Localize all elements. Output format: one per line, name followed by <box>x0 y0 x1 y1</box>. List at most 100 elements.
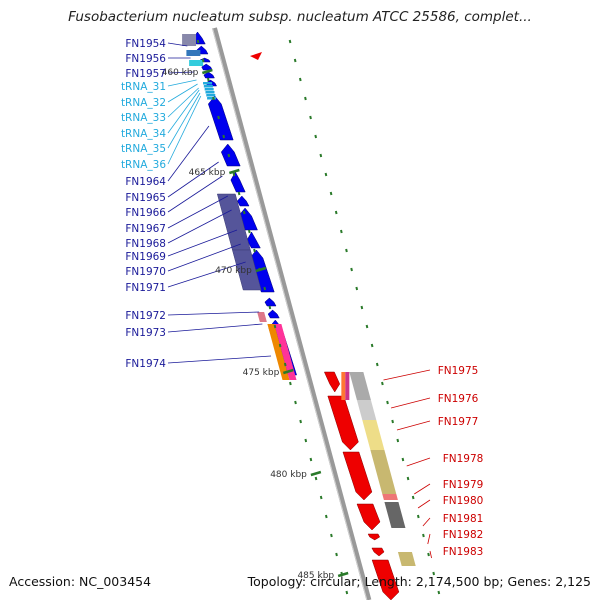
reverse-gene-arrow <box>367 533 381 541</box>
forward-gene-arrow <box>246 231 261 249</box>
label-leader-line <box>406 457 431 467</box>
guide-dot-right <box>298 77 302 82</box>
kbp-tick-label: 485 kbp <box>297 571 334 581</box>
guide-dot-right <box>365 324 369 329</box>
left-feature-label: tRNA_33 <box>121 112 166 124</box>
guide-dot-left <box>222 134 226 139</box>
left-feature-label: FN1970 <box>125 266 166 278</box>
guide-dot-right <box>319 153 323 158</box>
label-leader-line <box>167 161 219 198</box>
label-leader-line <box>429 550 432 559</box>
left-feature-label: tRNA_36 <box>121 159 166 171</box>
feature-labels: 460 kbp 465 kbp 470 kbp 475 kbp 480 kbp 485 k… <box>121 38 483 581</box>
label-leader-line <box>383 369 431 381</box>
feature-bar <box>345 372 350 400</box>
guide-dot-right <box>370 343 374 348</box>
guide-dot-left <box>206 77 210 82</box>
forward-gene-arrow <box>267 309 280 319</box>
guide-dot-left <box>196 39 200 44</box>
guide-dot-left <box>273 324 277 329</box>
kbp-tick-label: 475 kbp <box>243 368 280 378</box>
kbp-tick-label: 460 kbp <box>162 68 199 78</box>
right-feature-label: FN1976 <box>438 393 479 405</box>
trna-feature <box>203 82 213 85</box>
guide-dot-right <box>427 552 430 557</box>
reverse-gene-arrow <box>323 371 341 393</box>
forward-gene-arrow <box>237 195 250 207</box>
left-feature-label: tRNA_35 <box>121 143 166 155</box>
label-leader-line <box>167 195 229 229</box>
kbp-tick <box>255 266 267 273</box>
left-feature-label: FN1964 <box>125 176 166 188</box>
forward-gene-arrow <box>208 95 234 141</box>
guide-dot-right <box>391 419 394 424</box>
label-leader-line <box>167 92 201 149</box>
guide-dot-left <box>299 419 302 424</box>
reverse-gene-arrow <box>250 52 262 60</box>
label-leader-line <box>167 261 246 288</box>
guide-dot-right <box>401 457 405 462</box>
guide-dot-left <box>217 115 220 120</box>
kbp-ticks <box>196 39 441 595</box>
left-feature-label: FN1967 <box>125 223 166 235</box>
feature-bar <box>257 312 267 322</box>
guide-dot-left <box>201 58 205 63</box>
left-feature-label: FN1969 <box>125 251 166 263</box>
left-feature-label: FN1971 <box>125 282 166 294</box>
guide-dot-left <box>278 343 282 348</box>
guide-dot-left <box>242 210 246 215</box>
guide-dot-left <box>294 400 297 405</box>
left-feature-label: FN1956 <box>125 53 166 65</box>
guide-dot-left <box>237 191 241 196</box>
label-leader-line <box>167 229 238 257</box>
forward-gene-arrow <box>201 63 213 71</box>
feature-bar <box>384 502 406 528</box>
label-leader-line <box>427 533 431 545</box>
label-leader-line <box>414 483 431 495</box>
feature-bar <box>382 494 398 500</box>
feature-bar <box>341 372 346 400</box>
left-feature-label: tRNA_32 <box>121 97 166 109</box>
guide-dot-right <box>304 96 307 101</box>
trna-feature <box>204 88 214 91</box>
label-leader-line <box>167 79 197 87</box>
kbp-tick-label: 470 kbp <box>215 266 252 276</box>
trna-feature <box>203 85 213 88</box>
guide-dot-right <box>375 362 379 367</box>
guide-dot-right <box>355 286 359 291</box>
guide-dot-right <box>309 115 312 120</box>
right-feature-label: FN1983 <box>443 546 484 558</box>
label-leader-line <box>167 311 260 316</box>
label-leader-line <box>167 83 198 103</box>
kbp-tick <box>228 168 240 175</box>
label-leader-line <box>167 95 202 165</box>
guide-dot-right <box>360 305 364 310</box>
guide-dot-right <box>437 590 441 595</box>
feature-bar <box>189 60 204 66</box>
left-feature-label: FN1972 <box>125 310 166 322</box>
label-leader-line <box>422 517 431 527</box>
label-leader-line <box>167 71 195 74</box>
guide-dot-right <box>416 514 420 519</box>
forward-gene-arrow <box>230 171 246 193</box>
feature-tracks <box>182 27 416 600</box>
map-title: Fusobacterium nucleatum subsp. nucleatum… <box>68 9 532 25</box>
feature-bar <box>267 324 290 380</box>
guide-dot-right <box>396 438 400 443</box>
left-feature-label: FN1954 <box>125 38 166 50</box>
backbone-axis <box>212 27 372 600</box>
guide-dot-right <box>329 191 333 196</box>
reverse-gene-arrow <box>356 503 381 531</box>
guide-dot-right <box>324 172 328 177</box>
label-leader-line <box>167 209 232 244</box>
genome-summary-text: Topology: circular; Length: 2,174,500 bp… <box>247 574 591 589</box>
feature-bar <box>182 34 197 46</box>
feature-bar <box>362 420 385 450</box>
feature-bar <box>356 400 377 420</box>
guide-dot-right <box>411 495 415 500</box>
guide-dot-left <box>345 590 349 595</box>
accession-text: Accession: NC_003454 <box>9 574 152 589</box>
guide-dot-left <box>304 438 308 443</box>
backbone-highlight <box>211 27 368 600</box>
